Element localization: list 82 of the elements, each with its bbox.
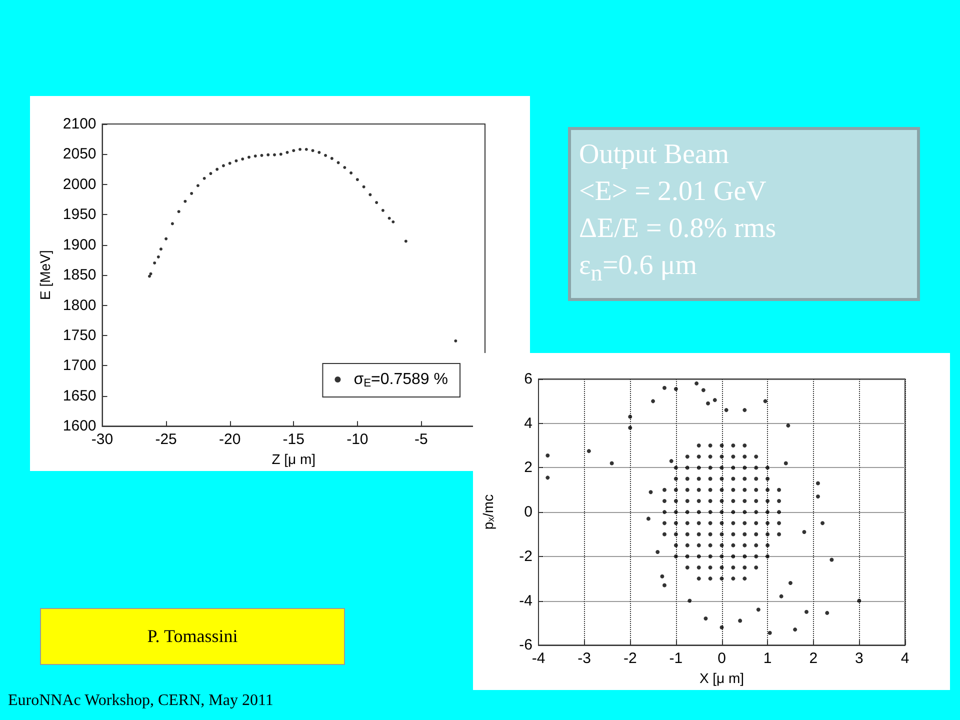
x-tick-label: -15 xyxy=(282,431,304,448)
point xyxy=(241,158,244,161)
point xyxy=(279,152,282,156)
point xyxy=(216,168,219,171)
point xyxy=(222,164,225,168)
y-tick-label: -6 xyxy=(519,636,532,654)
y-tick-label: 1750 xyxy=(62,326,96,344)
point xyxy=(311,149,314,152)
y-tick-label: 2 xyxy=(524,459,532,476)
x-tick-label: 0 xyxy=(718,650,726,668)
point xyxy=(153,261,156,264)
x-tick-label: -2 xyxy=(623,650,637,668)
point xyxy=(454,339,458,342)
text: Output Beam xyxy=(579,138,730,172)
y-tick-label: 1950 xyxy=(62,206,96,224)
point xyxy=(148,274,151,278)
point xyxy=(254,154,257,158)
text: EuroNNAc Workshop, CERN, May 2011 xyxy=(8,692,274,710)
text: <E> = 2.01 GeV xyxy=(579,175,768,209)
y-tick-label: 2050 xyxy=(62,146,96,163)
point xyxy=(190,192,194,195)
text: P. Tomassini xyxy=(40,608,345,665)
x-axis-title: Z [μ m] xyxy=(272,451,316,467)
y-tick-label: -2 xyxy=(519,548,532,565)
point xyxy=(392,220,395,224)
point xyxy=(202,176,206,180)
y-tick-label: 4 xyxy=(524,414,532,432)
text: ε$_{n}$=0.6 μm xyxy=(579,249,698,289)
point xyxy=(159,248,162,251)
y-tick-label: 1850 xyxy=(62,266,96,284)
point xyxy=(404,240,408,243)
y-tick-label: 2100 xyxy=(62,116,96,132)
point xyxy=(266,153,270,156)
point xyxy=(260,154,264,157)
x-tick-label: 2 xyxy=(809,650,818,668)
point xyxy=(388,216,391,220)
x-tick-label: -1 xyxy=(669,650,683,668)
y-tick-label: 6 xyxy=(524,370,532,388)
point xyxy=(298,148,302,151)
text: ΔE/E = 0.8% rms xyxy=(579,212,778,246)
point xyxy=(362,185,366,188)
point xyxy=(368,193,372,196)
y-tick-label: 0 xyxy=(524,504,532,521)
y-tick-label: 1700 xyxy=(62,357,96,374)
point xyxy=(234,159,238,162)
point xyxy=(304,148,308,151)
point xyxy=(177,210,180,214)
x-tick-label: -5 xyxy=(414,431,428,448)
y-tick-label: 2000 xyxy=(62,176,96,193)
point xyxy=(286,150,289,154)
x-tick-label: -20 xyxy=(219,431,241,448)
point xyxy=(273,153,276,156)
point xyxy=(247,156,250,159)
point xyxy=(356,178,359,182)
y-tick-label: -4 xyxy=(519,592,532,610)
x-axis-title: X [μ m] xyxy=(699,670,744,686)
point xyxy=(156,255,160,258)
point xyxy=(164,237,168,240)
y-tick-label: 1800 xyxy=(62,296,96,314)
point xyxy=(343,166,346,169)
point xyxy=(184,200,187,203)
y-axis-title: E [MeV] xyxy=(37,250,53,300)
point xyxy=(292,149,296,152)
x-tick-label: 3 xyxy=(855,650,864,668)
point xyxy=(336,161,340,164)
x-tick-label: 1 xyxy=(763,650,772,668)
point xyxy=(196,184,200,188)
y-axis-title: px/mc xyxy=(480,494,497,530)
point xyxy=(381,208,384,212)
point xyxy=(350,171,353,174)
point xyxy=(330,156,334,160)
point xyxy=(170,222,174,226)
x-tick-label: -10 xyxy=(346,431,368,448)
point xyxy=(375,201,378,204)
point xyxy=(209,172,212,176)
y-tick-label: 1900 xyxy=(62,236,96,254)
x-tick-label: 4 xyxy=(900,650,910,668)
point xyxy=(318,150,321,154)
x-tick-label: -25 xyxy=(155,431,177,448)
x-tick-label: -3 xyxy=(578,650,591,668)
point xyxy=(324,154,328,157)
y-tick-label: 1650 xyxy=(62,387,96,404)
